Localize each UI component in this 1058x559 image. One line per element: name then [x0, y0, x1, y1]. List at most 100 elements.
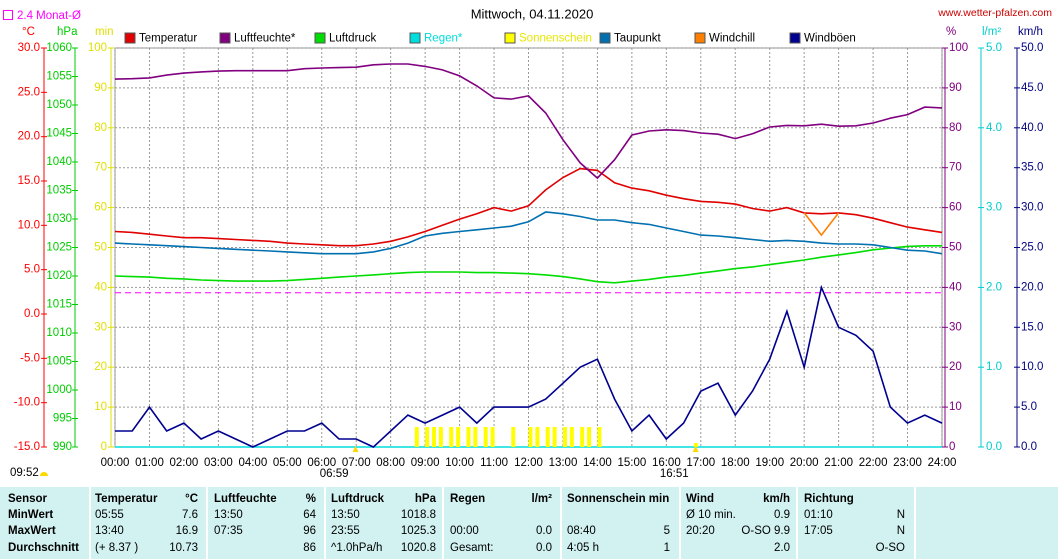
- y-tick-label: 20: [94, 361, 107, 373]
- y-tick-label: 30.0: [1021, 202, 1043, 214]
- table-cell: 13:50: [214, 509, 243, 521]
- y-tick-label: 70: [949, 162, 962, 174]
- table-header: Sensor: [8, 493, 48, 505]
- y-tick-label: 20: [949, 361, 962, 373]
- sun-icon: [692, 446, 699, 452]
- y-tick-label: 2.0: [986, 281, 1002, 293]
- table-cell: 07:35: [214, 525, 243, 537]
- y-tick-label: 60: [949, 202, 962, 214]
- table-cell: 17:05: [804, 525, 833, 537]
- y-tick-label: 15.0: [1021, 321, 1043, 333]
- y-tick-label: 3.0: [986, 202, 1002, 214]
- sunshine-bar: [580, 427, 585, 447]
- x-tick-label: 21:00: [824, 457, 853, 469]
- y-tick-label: 1055: [46, 71, 72, 83]
- y-tick-label: 30.0: [18, 42, 40, 54]
- x-tick-label: 08:00: [376, 457, 405, 469]
- table-cell: O-SO 9.9: [741, 525, 790, 537]
- x-tick-label: 09:00: [411, 457, 440, 469]
- table-cell: 0.0: [536, 525, 552, 537]
- legend-swatch: [219, 32, 231, 44]
- y-tick-label: 0.0: [986, 441, 1002, 453]
- x-tick-label: 05:00: [273, 457, 302, 469]
- y-tick-label: 5.0: [24, 264, 40, 276]
- table-cell: 0.9: [774, 509, 790, 521]
- x-tick-label: 22:00: [859, 457, 888, 469]
- y-tick-label: 10.0: [1021, 361, 1043, 373]
- x-tick-label: 16:00: [652, 457, 681, 469]
- axis-title: %: [946, 26, 956, 38]
- table-cell: (+ 8.37 ): [95, 542, 138, 554]
- sunshine-bar: [432, 427, 437, 447]
- x-tick-label: 12:00: [514, 457, 543, 469]
- table-cell: Gesamt:: [450, 542, 493, 554]
- table-header: Richtung: [804, 493, 854, 505]
- y-tick-label: 10.0: [18, 219, 40, 231]
- table-cell: 05:55: [95, 509, 124, 521]
- series-line: [803, 212, 840, 237]
- y-tick-label: 1060: [46, 42, 72, 54]
- table-cell: 1018.8: [401, 509, 436, 521]
- series-line: [114, 211, 943, 255]
- table-header: Regen: [450, 493, 485, 505]
- x-tick-label: 06:00: [307, 457, 336, 469]
- sunshine-bar: [511, 427, 516, 447]
- y-tick-label: -10.0: [14, 397, 40, 409]
- y-tick-label: 40.0: [1021, 122, 1043, 134]
- table-cell: Ø 10 min.: [686, 509, 736, 521]
- source: www.wetter-pfalzen.com: [937, 7, 1052, 19]
- y-tick-label: 50: [94, 242, 107, 254]
- legend-label: Luftfeuchte*: [234, 33, 296, 45]
- legend-label: Regen*: [424, 33, 463, 45]
- y-tick-label: 5.0: [986, 42, 1002, 54]
- table-cell: 86: [303, 542, 316, 554]
- y-tick-label: 1030: [46, 213, 72, 225]
- sun-icon: [40, 472, 48, 476]
- table-cell: 10.73: [169, 542, 198, 554]
- x-tick-label: 03:00: [204, 457, 233, 469]
- y-tick-label: 990: [53, 441, 72, 453]
- annotation: 06:59: [320, 468, 349, 480]
- x-tick-label: 00:00: [101, 457, 130, 469]
- table-cell: 64: [303, 509, 316, 521]
- y-tick-label: 0: [949, 441, 955, 453]
- table-cell: 1020.8: [401, 542, 436, 554]
- sunshine-bar: [569, 427, 574, 447]
- table-cell: 23:55: [331, 525, 360, 537]
- chart-title: Mittwoch, 04.11.2020: [471, 6, 594, 21]
- y-tick-label: 10: [94, 401, 107, 413]
- x-tick-label: 19:00: [755, 457, 784, 469]
- y-tick-label: 90: [949, 82, 962, 94]
- table-cell: 1: [664, 542, 670, 554]
- table-header: Sonnenschein min: [567, 493, 669, 505]
- table-cell: 20:20: [686, 525, 715, 537]
- axis-title: hPa: [57, 26, 78, 38]
- legend-label: Windböen: [804, 33, 856, 45]
- table-cell: MinWert: [8, 509, 53, 521]
- y-tick-label: 20.0: [18, 131, 40, 143]
- y-tick-label: 50: [949, 242, 962, 254]
- table-header: l/m²: [532, 493, 553, 505]
- table-cell: 1025.3: [401, 525, 436, 537]
- table-cell: 7.6: [182, 509, 198, 521]
- table-cell: 0.0: [536, 542, 552, 554]
- y-tick-label: 1050: [46, 99, 72, 111]
- sunshine-bar: [449, 427, 454, 447]
- legend-swatch: [409, 32, 421, 44]
- sun-icon: [352, 446, 359, 452]
- table-cell: ^1.0hPa/h: [331, 542, 382, 554]
- annotation: 16:51: [660, 468, 689, 480]
- table-cell: 08:40: [567, 525, 596, 537]
- y-tick-label: 35.0: [1021, 162, 1043, 174]
- y-tick-label: 80: [949, 122, 962, 134]
- sunshine-bar: [552, 427, 557, 447]
- sunshine-bar: [535, 427, 540, 447]
- y-tick-label: 20.0: [1021, 281, 1043, 293]
- y-tick-label: 10: [949, 401, 962, 413]
- x-tick-label: 23:00: [893, 457, 922, 469]
- legend-label: Sonnenschein: [519, 33, 592, 45]
- legend-swatch: [599, 32, 611, 44]
- legend-label: Windchill: [709, 33, 755, 45]
- axis-title: km/h: [1018, 26, 1043, 38]
